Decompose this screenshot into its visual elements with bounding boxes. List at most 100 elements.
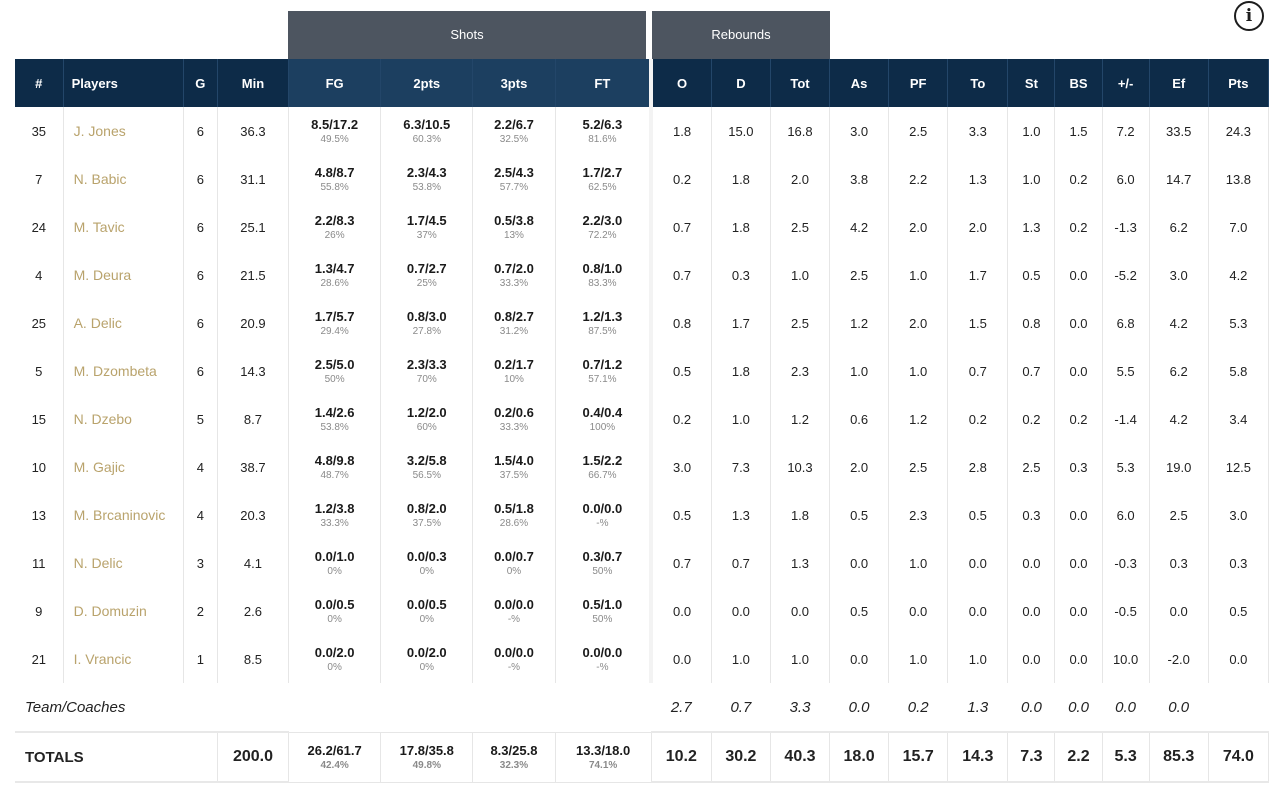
cell-min: 21.5 [217, 251, 290, 299]
player-name-link[interactable]: M. Tavic [63, 203, 184, 251]
col-header-plus-minus[interactable]: +/- [1102, 59, 1150, 107]
cell-as: 0.0 [829, 635, 890, 683]
col-header-number[interactable]: # [15, 59, 64, 107]
player-name-link[interactable]: M. Gajic [63, 443, 184, 491]
cell-pts: 24.3 [1208, 107, 1270, 155]
cell-ef: 6.2 [1149, 347, 1209, 395]
cell-o: 0.8 [651, 299, 712, 347]
p2-value: 1.2/2.0 [406, 405, 447, 420]
p3-percent: 37.5% [499, 470, 529, 481]
cell-pf: 15.7 [888, 731, 949, 783]
col-header-defensive-rebounds[interactable]: D [711, 59, 771, 107]
p2-percent: 60% [416, 422, 437, 433]
player-name-link[interactable]: M. Dzombeta [63, 347, 184, 395]
cell-pm: -0.5 [1102, 587, 1150, 635]
cell-pts: 5.3 [1208, 299, 1270, 347]
cell-p3: 0.5/1.8 28.6% [472, 491, 556, 539]
cell-num: 15 [15, 395, 64, 443]
col-header-players[interactable]: Players [63, 59, 184, 107]
col-header-assists[interactable]: As [829, 59, 890, 107]
cell-ef: 33.5 [1149, 107, 1209, 155]
player-name-link[interactable]: D. Domuzin [63, 587, 184, 635]
ft-percent: 50% [592, 566, 613, 577]
col-header-3pts[interactable]: 3pts [472, 59, 556, 107]
cell-bs: 0.0 [1054, 635, 1103, 683]
p2-value: 6.3/10.5 [403, 117, 451, 132]
cell-bs: 0.0 [1054, 539, 1103, 587]
cell-as: 0.5 [829, 491, 890, 539]
p3-percent: 33.3% [499, 278, 529, 289]
col-header-points[interactable]: Pts [1208, 59, 1270, 107]
p3-percent: 28.6% [499, 518, 529, 529]
cell-st: 1.0 [1007, 155, 1056, 203]
cell-o: 0.0 [651, 587, 712, 635]
totals-row: TOTALS 200.0 26.2/61.7 42.4% 17.8/35.8 49.… [15, 731, 1270, 783]
cell-fg: 2.2/8.3 26% [288, 203, 382, 251]
info-icon[interactable]: i [1234, 1, 1264, 31]
p3-value: 0.5/3.8 [494, 213, 534, 228]
cell-g: 4 [183, 443, 218, 491]
cell-as: 1.0 [829, 347, 890, 395]
cell-bs: 1.5 [1054, 107, 1103, 155]
cell-num: 24 [15, 203, 64, 251]
player-name-link[interactable]: I. Vrancic [63, 635, 184, 683]
col-header-fouls[interactable]: PF [888, 59, 949, 107]
cell-fg: 1.4/2.6 53.8% [288, 395, 382, 443]
cell-num: 11 [15, 539, 64, 587]
col-header-turnovers[interactable]: To [947, 59, 1009, 107]
col-header-fg[interactable]: FG [288, 59, 382, 107]
p2-value: 0.0/2.0 [406, 645, 447, 660]
cell-ef: -2.0 [1149, 635, 1209, 683]
cell-num: 9 [15, 587, 64, 635]
cell-st: 0.5 [1007, 251, 1056, 299]
p3-value: 0.8/2.7 [494, 309, 534, 324]
cell-p2: 2.3/3.3 70% [380, 347, 474, 395]
cell-st: 1.3 [1007, 203, 1056, 251]
player-row: 10 M. Gajic 4 38.7 4.8/9.8 48.7% 3.2/5.8 56.5% 1… [15, 443, 1270, 491]
cell-p2: 0.0/0.3 0% [380, 539, 474, 587]
p2-value: 0.7/2.7 [406, 261, 447, 276]
cell-st: 1.0 [1007, 107, 1056, 155]
cell-st: 0.0 [1007, 635, 1056, 683]
cell-o: 0.5 [651, 347, 712, 395]
col-header-ft[interactable]: FT [555, 59, 654, 107]
col-header-steals[interactable]: St [1007, 59, 1056, 107]
cell-st: 0.0 [1007, 587, 1056, 635]
fg-value: 0.0/0.5 [314, 597, 355, 612]
player-name-link[interactable]: A. Delic [63, 299, 184, 347]
cell-o: 0.7 [651, 539, 712, 587]
cell-o: 10.2 [651, 731, 712, 783]
fg-value: 4.8/9.8 [314, 453, 355, 468]
ft-percent: 66.7% [588, 470, 617, 481]
col-header-2pts[interactable]: 2pts [380, 59, 474, 107]
cell-ef: 2.5 [1149, 491, 1209, 539]
cell-fg: 1.2/3.8 33.3% [288, 491, 382, 539]
player-name-link[interactable]: M. Deura [63, 251, 184, 299]
col-header-minutes[interactable]: Min [217, 59, 290, 107]
cell-tot: 1.0 [770, 635, 831, 683]
player-row: 13 M. Brcaninovic 4 20.3 1.2/3.8 33.3% 0.8/2.0… [15, 491, 1270, 539]
player-name-link[interactable]: N. Dzebo [63, 395, 184, 443]
cell-to: 3.3 [947, 107, 1009, 155]
cell-p2: 2.3/4.3 53.8% [380, 155, 474, 203]
cell-pf: 2.0 [888, 203, 949, 251]
p3-value: 2.2/6.7 [494, 117, 534, 132]
player-name-link[interactable]: J. Jones [63, 107, 184, 155]
player-name-link[interactable]: N. Delic [63, 539, 184, 587]
col-header-total-rebounds[interactable]: Tot [770, 59, 831, 107]
p2-value: 0.8/2.0 [406, 501, 447, 516]
p3-percent: -% [507, 662, 521, 673]
cell-g: 6 [183, 155, 218, 203]
cell-pts: 74.0 [1208, 731, 1270, 783]
fg-percent: 0% [327, 566, 342, 577]
col-header-blocks[interactable]: BS [1054, 59, 1103, 107]
p2-value: 2.3/3.3 [406, 357, 447, 372]
player-name-link[interactable]: N. Babic [63, 155, 184, 203]
p2-value: 3.2/5.8 [406, 453, 447, 468]
p2-percent: 53.8% [412, 182, 441, 193]
cell-ft: 0.4/0.4 100% [555, 395, 654, 443]
col-header-efficiency[interactable]: Ef [1149, 59, 1209, 107]
player-name-link[interactable]: M. Brcaninovic [63, 491, 184, 539]
col-header-games[interactable]: G [183, 59, 218, 107]
col-header-offensive-rebounds[interactable]: O [651, 59, 712, 107]
